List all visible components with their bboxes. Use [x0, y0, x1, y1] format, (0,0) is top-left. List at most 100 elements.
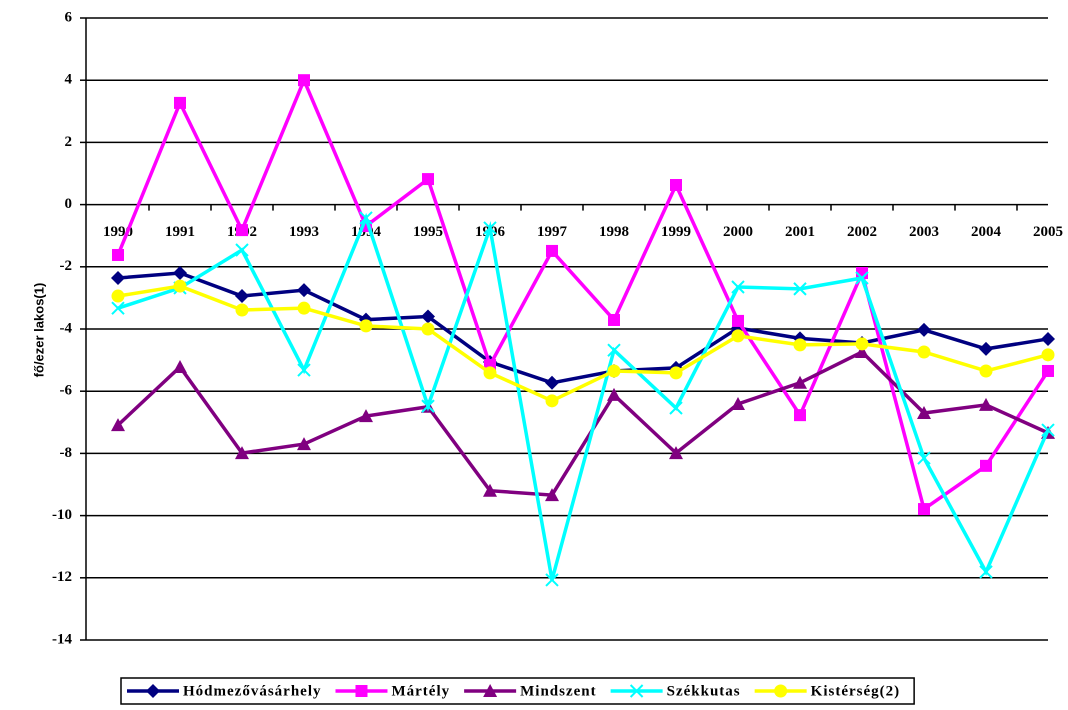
marker — [1041, 423, 1055, 437]
legend: Hódmezővásárhely Mártély Mindszent Székkuta… — [120, 677, 915, 705]
x-tick-label: 2000 — [723, 224, 753, 240]
marker — [235, 303, 249, 317]
x-tick-label: 2001 — [785, 224, 815, 240]
legend-label: Mindszent — [520, 683, 597, 699]
marker — [774, 684, 788, 698]
marker — [669, 446, 683, 460]
marker — [1041, 348, 1055, 362]
marker — [236, 224, 248, 237]
y-tick-label: -10 — [52, 507, 72, 523]
marker — [1041, 331, 1055, 346]
marker — [483, 483, 497, 497]
marker — [855, 345, 869, 359]
marker — [979, 341, 993, 356]
marker — [855, 337, 869, 351]
marker — [235, 446, 249, 460]
marker — [607, 343, 621, 357]
marker — [235, 243, 249, 257]
marker — [794, 409, 806, 422]
series-line — [116, 349, 1049, 497]
y-tick-label: -14 — [52, 631, 72, 647]
marker — [670, 179, 682, 192]
y-tick-label: -4 — [60, 320, 73, 336]
marker — [173, 279, 187, 293]
marker — [855, 271, 869, 285]
marker — [545, 573, 559, 587]
marker — [793, 338, 807, 352]
marker — [979, 565, 993, 579]
y-tick-label: 6 — [65, 9, 73, 25]
marker — [297, 283, 311, 298]
marker — [297, 437, 311, 451]
series-line — [116, 75, 1050, 512]
marker — [483, 221, 497, 235]
marker — [917, 322, 931, 337]
marker — [359, 409, 373, 423]
marker — [629, 684, 644, 698]
marker — [112, 248, 124, 261]
marker — [669, 401, 683, 415]
marker — [173, 266, 187, 281]
legend-label: Székkutas — [667, 683, 741, 699]
marker — [918, 503, 930, 516]
marker — [669, 366, 683, 380]
marker — [298, 74, 310, 87]
legend-label: Mártély — [391, 683, 450, 699]
x-tick-label: 1993 — [289, 224, 319, 240]
marker — [545, 375, 559, 390]
marker — [793, 375, 807, 389]
marker — [173, 359, 187, 373]
marker — [980, 459, 992, 472]
marker — [732, 314, 744, 327]
marker — [483, 366, 497, 380]
x-tick-label: 2002 — [847, 224, 877, 240]
marker — [483, 684, 498, 697]
marker — [979, 364, 993, 378]
series-line — [117, 271, 1049, 385]
marker — [546, 244, 558, 257]
y-tick-label: 2 — [65, 134, 73, 150]
y-tick-label: 0 — [65, 196, 73, 212]
y-tick-label: -6 — [60, 383, 73, 399]
marker — [545, 488, 559, 502]
y-axis-label: fő/ezer lakos(1) — [31, 283, 46, 378]
marker — [111, 270, 125, 285]
marker — [731, 280, 745, 294]
legend-label: Kistérség(2) — [811, 683, 900, 699]
marker — [297, 301, 311, 315]
legend-label: Hódmezővásárhely — [183, 683, 321, 699]
x-tick-label: 1998 — [599, 224, 629, 240]
marker — [359, 319, 373, 333]
marker — [421, 309, 435, 324]
marker — [608, 313, 620, 326]
x-tick-label: 2005 — [1033, 224, 1063, 240]
x-tick-label: 1991 — [165, 224, 195, 240]
marker — [297, 363, 311, 377]
marker — [111, 289, 125, 303]
marker — [421, 322, 435, 336]
marker — [607, 387, 621, 401]
marker — [235, 289, 249, 304]
y-tick-label: -12 — [52, 569, 72, 585]
marker — [359, 211, 373, 225]
y-tick-label: -2 — [60, 258, 73, 274]
marker — [111, 418, 125, 432]
x-tick-label: 1995 — [413, 224, 443, 240]
marker — [111, 301, 125, 315]
marker — [355, 685, 368, 697]
marker — [917, 405, 931, 419]
marker — [731, 396, 745, 410]
marker — [607, 364, 621, 378]
marker — [545, 394, 559, 408]
marker — [422, 173, 434, 186]
x-tick-label: 2003 — [909, 224, 939, 240]
marker — [1042, 364, 1054, 377]
y-tick-label: -8 — [60, 445, 73, 461]
marker — [917, 451, 931, 465]
x-tick-label: 2004 — [971, 224, 1002, 240]
marker — [146, 684, 160, 698]
marker — [421, 399, 435, 413]
marker — [793, 282, 807, 296]
marker — [731, 329, 745, 343]
